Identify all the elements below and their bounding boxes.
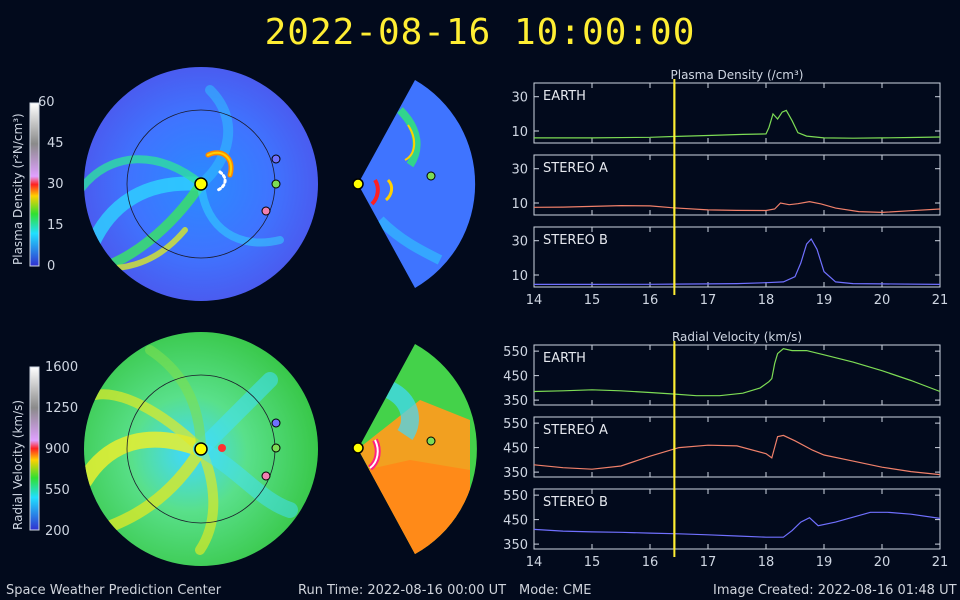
earth-marker (271, 179, 281, 189)
y-tick-label: 450 (503, 370, 528, 385)
y-tick-label: 350 (503, 466, 528, 481)
y-tick-label: 550 (503, 345, 528, 360)
y-tick-label: 30 (511, 91, 528, 106)
sun-marker (352, 178, 364, 190)
y-tick-label: 550 (503, 417, 528, 432)
panel-label: EARTH (543, 89, 586, 104)
series-line-stereo-a (533, 434, 941, 476)
stereo-a-marker (261, 206, 271, 216)
density-colorbar: 60 45 30 15 0 Plasma Density (r²N/cm³) (11, 95, 64, 274)
density-meridional-map (352, 80, 476, 288)
stereo-b-marker (271, 154, 281, 164)
simulation-timestamp: 2022-08-16 10:00:00 (264, 12, 696, 53)
x-tick-label: 19 (816, 555, 833, 570)
plot-frame (533, 154, 941, 216)
density-ecliptic-map (84, 67, 318, 301)
panel-label: STEREO A (543, 161, 608, 176)
colorbar-tick: 1250 (45, 401, 78, 416)
y-tick-label: 10 (511, 125, 528, 140)
plot-frame (533, 488, 941, 550)
chart-title: Radial Velocity (km/s) (672, 330, 802, 344)
panel-label: EARTH (543, 351, 586, 366)
colorbar-tick: 200 (45, 524, 70, 539)
x-tick-label: 15 (584, 293, 601, 308)
colorbar-tick: 900 (45, 442, 70, 457)
series-line-earth (534, 109, 941, 139)
series-line-stereo-b (534, 237, 941, 285)
colorbar-tick: 60 (38, 95, 55, 110)
colorbar-tick: 45 (47, 136, 64, 151)
velocity-meridional-map (352, 344, 477, 554)
stereo-a-marker (261, 471, 271, 481)
y-tick-label: 30 (511, 163, 528, 178)
colorbar-tick: 1600 (45, 360, 78, 375)
x-tick-label: 15 (584, 555, 601, 570)
colorbar-tick: 30 (47, 177, 64, 192)
sun-marker (194, 442, 208, 456)
footer-org: Space Weather Prediction Center (6, 583, 222, 598)
velocity-ecliptic-map (84, 332, 318, 566)
x-tick-label: 14 (526, 293, 543, 308)
y-tick-label: 350 (503, 394, 528, 409)
x-tick-label: 21 (932, 293, 949, 308)
map-panels: 60 45 30 15 0 Plasma Density (r²N/cm³) 1… (11, 67, 477, 566)
sun-marker (352, 442, 364, 454)
earth-marker (271, 443, 281, 453)
y-tick-label: 350 (503, 538, 528, 553)
timeseries-charts: Plasma Density (/cm³) Radial Velocity (k… (503, 68, 949, 570)
y-tick-label: 450 (503, 442, 528, 457)
series-line-stereo-a (533, 200, 941, 214)
earth-marker (426, 171, 436, 181)
x-tick-label: 14 (526, 555, 543, 570)
plot-frame (533, 226, 941, 288)
y-tick-label: 450 (503, 514, 528, 529)
series-line-stereo-b (533, 511, 941, 538)
colorbar-tick: 0 (47, 259, 55, 274)
colorbar-label: Radial Velocity (km/s) (11, 400, 25, 530)
x-tick-label: 19 (816, 293, 833, 308)
x-tick-label: 18 (758, 555, 775, 570)
y-tick-label: 10 (511, 269, 528, 284)
y-tick-label: 30 (511, 235, 528, 250)
chart-title: Plasma Density (/cm³) (671, 68, 804, 82)
footer-run-time: Run Time: 2022-08-16 00:00 UT (298, 583, 507, 598)
colorbar-tick: 15 (47, 218, 64, 233)
velocity-colorbar: 1600 1250 900 550 200 Radial Velocity (k… (11, 360, 78, 539)
sun-marker (194, 177, 208, 191)
x-tick-label: 18 (758, 293, 775, 308)
series-line-earth (533, 348, 941, 397)
plot-frame (533, 344, 941, 406)
y-tick-label: 10 (511, 197, 528, 212)
footer-image-created: Image Created: 2022-08-16 01:48 UT (713, 583, 957, 598)
plot-frame (533, 416, 941, 478)
panel-label: STEREO A (543, 423, 608, 438)
x-tick-label: 16 (642, 555, 659, 570)
colorbar-tick: 550 (45, 483, 70, 498)
x-tick-label: 20 (874, 555, 891, 570)
x-tick-label: 17 (700, 293, 717, 308)
x-tick-label: 20 (874, 293, 891, 308)
x-tick-label: 21 (932, 555, 949, 570)
colorbar-label: Plasma Density (r²N/cm³) (11, 113, 25, 265)
y-tick-label: 550 (503, 489, 528, 504)
x-tick-label: 17 (700, 555, 717, 570)
plot-frame (533, 82, 941, 144)
panel-label: STEREO B (543, 233, 608, 248)
panel-label: STEREO B (543, 495, 608, 510)
x-tick-label: 16 (642, 293, 659, 308)
stereo-b-marker (271, 418, 281, 428)
earth-marker (426, 436, 436, 446)
footer-mode: Mode: CME (519, 583, 592, 598)
